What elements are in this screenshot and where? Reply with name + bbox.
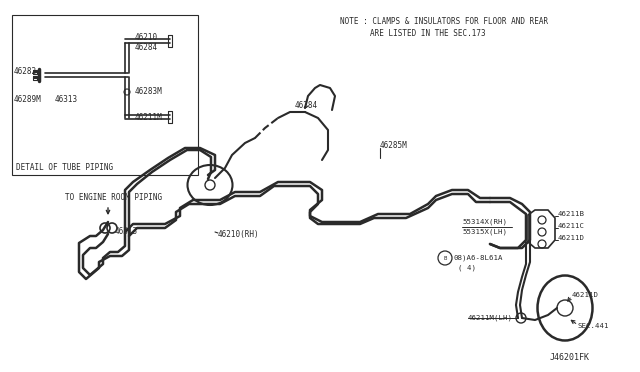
Text: 46289M: 46289M	[14, 96, 42, 105]
Text: J46201FK: J46201FK	[550, 353, 590, 362]
Text: ( 4): ( 4)	[458, 265, 476, 271]
Text: 46210: 46210	[135, 32, 158, 42]
Text: 55314X(RH): 55314X(RH)	[462, 219, 507, 225]
Text: 46211M: 46211M	[135, 112, 163, 122]
Text: TO ENGINE ROOM PIPING: TO ENGINE ROOM PIPING	[65, 193, 162, 202]
Text: 08)A6-8L61A: 08)A6-8L61A	[453, 255, 502, 261]
Text: 46211B: 46211B	[558, 211, 585, 217]
Text: 46282: 46282	[14, 67, 37, 77]
Text: 46313: 46313	[115, 228, 138, 237]
Text: 46211D: 46211D	[572, 292, 599, 298]
Bar	[12, 15, 198, 175]
Text: 46211C: 46211C	[558, 223, 585, 229]
Text: SEC.441: SEC.441	[578, 323, 609, 329]
Text: DETAIL OF TUBE PIPING: DETAIL OF TUBE PIPING	[16, 164, 113, 173]
Text: 46284: 46284	[135, 42, 158, 51]
Text: 46285M: 46285M	[380, 141, 408, 150]
Text: NOTE : CLAMPS & INSULATORS FOR FLOOR AND REAR: NOTE : CLAMPS & INSULATORS FOR FLOOR AND…	[340, 17, 548, 26]
Text: 46283M: 46283M	[135, 87, 163, 96]
Text: 46313: 46313	[55, 96, 78, 105]
Text: 46210(RH): 46210(RH)	[218, 231, 260, 240]
Text: 46211M(LH): 46211M(LH)	[468, 315, 513, 321]
Text: B: B	[444, 256, 447, 260]
Text: ARE LISTED IN THE SEC.173: ARE LISTED IN THE SEC.173	[370, 29, 486, 38]
Text: 46211D: 46211D	[558, 235, 585, 241]
Text: 46284: 46284	[295, 100, 318, 109]
Text: 55315X(LH): 55315X(LH)	[462, 229, 507, 235]
